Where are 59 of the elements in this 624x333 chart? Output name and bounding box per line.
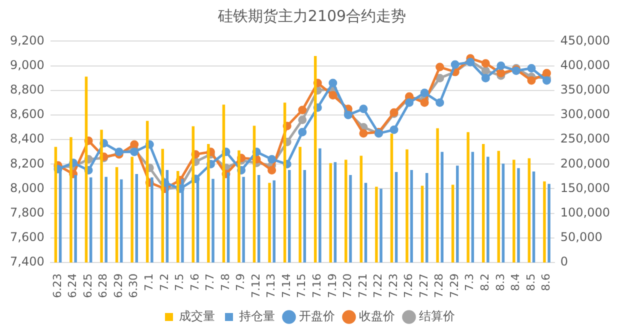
x-tick-label: 7.1: [142, 274, 156, 292]
y2-tick-label: 0: [560, 254, 568, 269]
y2-tick-label: 400,000: [560, 58, 610, 72]
y-tick-label: 8,200: [10, 156, 44, 170]
y-tick-label: 8,800: [10, 82, 44, 97]
x-tick-label: 6.30: [127, 274, 140, 298]
y-tick-label: 9,200: [10, 33, 44, 48]
x-tick-label: 8.5: [524, 274, 538, 292]
y2-tick-label: 450,000: [560, 33, 610, 48]
x-tick-label: 7.5: [173, 274, 186, 292]
x-tick-label: 7.26: [402, 274, 416, 298]
x-tick-label: 6.24: [66, 274, 80, 298]
x-tick-label: 7.13: [264, 274, 278, 298]
y-tick-label: 8,000: [10, 180, 44, 195]
y2-tick-label: 300,000: [560, 107, 610, 122]
x-tick-label: 7.22: [372, 274, 385, 298]
x-tick-label: 6.28: [96, 274, 110, 298]
y2-tick-label: 100,000: [560, 205, 610, 220]
x-tick-label: 7.21: [356, 274, 370, 298]
x-tick-label: 6.29: [112, 274, 125, 298]
x-tick-label: 7.27: [417, 274, 430, 298]
y2-tick-label: 200,000: [560, 156, 610, 170]
x-tick-label: 7.9: [234, 274, 248, 292]
y-tick-label: 7,400: [10, 254, 44, 269]
x-tick-label: 6.23: [50, 274, 64, 298]
x-tick-label: 7.19: [326, 274, 339, 298]
x-tick-label: 8.2: [478, 274, 492, 292]
y2-tick-label: 150,000: [560, 180, 610, 195]
y-tick-label: 9,000: [10, 58, 44, 72]
y2-tick-label: 250,000: [560, 132, 610, 146]
x-tick-label: 8.6: [540, 274, 553, 292]
x-tick-label: 7.16: [310, 274, 324, 298]
x-tick-label: 7.15: [295, 274, 308, 298]
x-tick-label: 7.3: [463, 274, 476, 292]
chart-title: 硅铁期货主力2109合约走势: [216, 6, 408, 27]
x-tick-label: 7.12: [249, 274, 262, 298]
x-tick-label: 6.25: [81, 274, 94, 298]
y-tick-label: 8,600: [10, 107, 44, 122]
x-tick-label: 7.14: [280, 274, 293, 298]
x-tick-label: 8.3: [494, 274, 507, 292]
y2-tick-label: 50,000: [560, 230, 602, 244]
x-tick-label: 7.7: [204, 274, 217, 292]
y-tick-label: 8,400: [10, 132, 44, 146]
y-tick-label: 7,600: [10, 230, 44, 244]
x-tick-label: 7.23: [386, 274, 400, 298]
legend-label: 成交量: [179, 309, 215, 324]
y2-tick-label: 350,000: [560, 82, 610, 97]
x-tick-label: 7.20: [341, 274, 354, 298]
x-tick-label: 7.8: [218, 274, 232, 292]
legend-label: 开盘价: [299, 309, 335, 324]
legend-label: 结算价: [419, 309, 455, 324]
x-tick-label: 8.4: [509, 274, 522, 292]
legend-label: 持仓量: [239, 309, 275, 324]
x-tick-label: 7.6: [188, 274, 202, 292]
y-tick-label: 7,800: [10, 205, 44, 220]
x-tick-label: 7.2: [158, 274, 171, 292]
legend-label: 收盘价: [359, 309, 395, 324]
x-tick-label: 7.28: [432, 274, 446, 298]
x-tick-label: 7.29: [448, 274, 461, 298]
